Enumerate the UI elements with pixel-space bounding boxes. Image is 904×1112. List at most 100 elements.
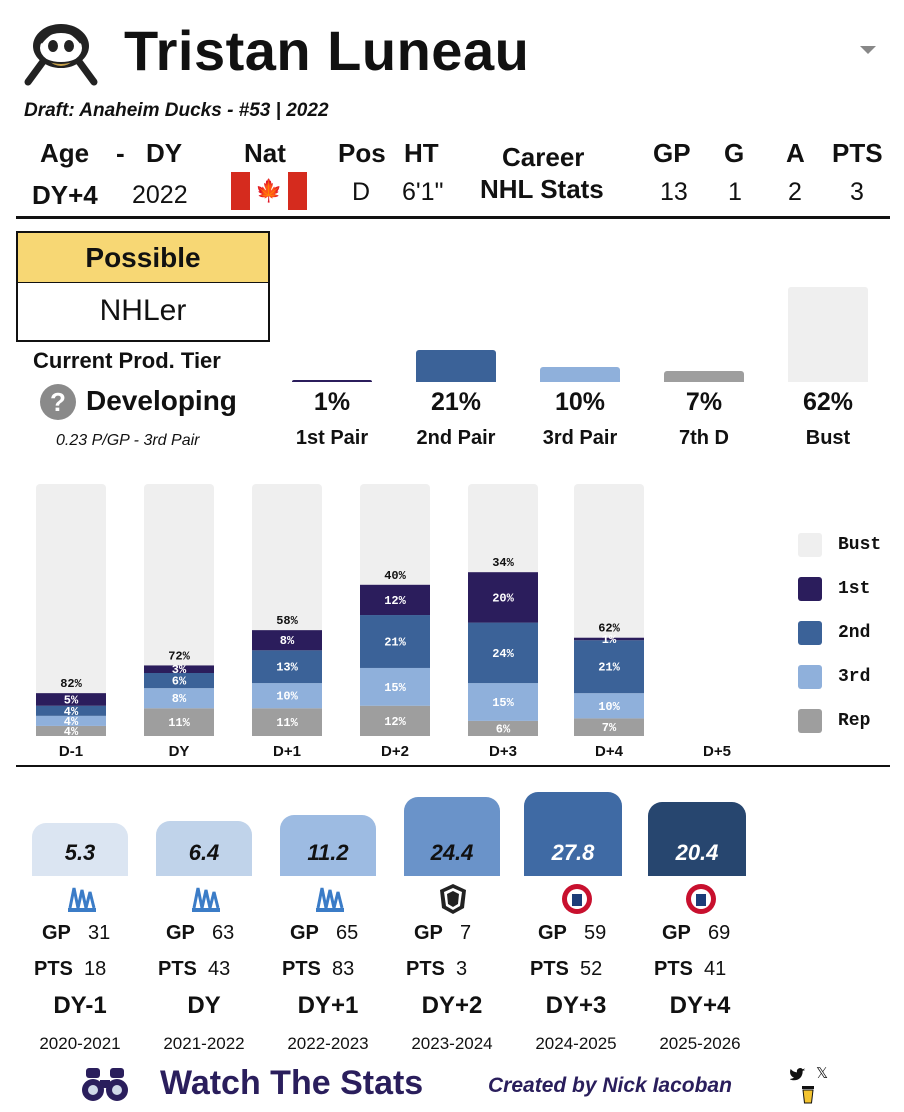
season-bar: 6.4 [156, 821, 252, 876]
season-dy: DY+4 [669, 992, 731, 1019]
g-label: G [724, 138, 745, 168]
pos-value: D [352, 178, 371, 206]
season-bar: 24.4 [404, 796, 500, 876]
tier-bar-4 [788, 287, 868, 382]
bar-segment-2nd [468, 622, 538, 684]
nat-label: Nat [244, 138, 286, 168]
gp-label: GP [290, 922, 319, 944]
binoculars-icon [82, 1068, 128, 1101]
divider [16, 216, 890, 219]
bar-segment-1st [36, 693, 106, 706]
pts-label: PTS [158, 958, 197, 980]
divider [16, 765, 890, 767]
dy-label: DY [146, 138, 183, 168]
pts-label: PTS [282, 958, 321, 980]
bar-label: 10% [276, 690, 298, 704]
x-tick-label: D+1 [273, 743, 301, 760]
bar-segment-2nd [574, 640, 644, 694]
bar-segment-rep [574, 718, 644, 736]
season-year: 2024-2025 [535, 1034, 617, 1053]
nhl-logo-icon [436, 882, 470, 916]
bar-label: 11% [168, 716, 190, 730]
ht-value: 6'1" [402, 178, 444, 206]
bar-label: 11% [276, 716, 298, 730]
legend-swatch [798, 665, 822, 689]
bar-segment-3rd [468, 683, 538, 721]
bar-label: 6% [496, 722, 511, 736]
legend-swatch [798, 577, 822, 601]
age-value: DY+4 [32, 180, 98, 210]
legend-label: Bust [838, 535, 882, 555]
bar-segment-1st [252, 630, 322, 651]
season-year: 2022-2023 [287, 1034, 369, 1053]
pts-label: PTS [832, 138, 883, 168]
bar-segment-1st [574, 637, 644, 641]
bar-segment-1st [468, 572, 538, 623]
qmjhl-logo-icon [188, 882, 222, 916]
legend-swatch [798, 709, 822, 733]
tier-bar-3 [664, 371, 744, 382]
gp-value: 65 [336, 922, 359, 944]
chevron-down-icon[interactable] [860, 46, 876, 54]
gp-value: 59 [584, 922, 607, 944]
tier-bar-1 [416, 349, 496, 382]
x-tick-label: D+5 [703, 743, 731, 760]
gp-label: GP [42, 922, 71, 944]
help-icon[interactable]: ? [40, 384, 76, 420]
pts-label: PTS [406, 958, 445, 980]
season-bar: 11.2 [280, 814, 376, 876]
tier-label: 1st Pair [295, 427, 369, 449]
legend-label: 3rd [838, 667, 871, 687]
season-year: 2020-2021 [39, 1034, 121, 1053]
bar-label: 13% [276, 661, 298, 675]
legend-label: Rep [838, 711, 871, 731]
legend-swatch [798, 621, 822, 645]
season-dy: DY [187, 992, 221, 1019]
bust-label: 58% [276, 614, 298, 628]
pts-label: PTS [530, 958, 569, 980]
tier-pct: 21% [430, 388, 482, 416]
g-value: 1 [728, 178, 742, 206]
gp-value: 31 [88, 922, 111, 944]
twitter-icon[interactable] [790, 1068, 806, 1082]
bar-segment-2nd [360, 615, 430, 668]
x-icon[interactable]: 𝕏 [816, 1065, 829, 1082]
bar-segment-3rd [36, 715, 106, 726]
bar-label: 21% [384, 636, 406, 650]
tier-label: 2nd Pair [416, 427, 496, 449]
nhl-stats-label: NHL Stats [480, 174, 604, 204]
bust-label: 72% [168, 649, 190, 663]
tier-bar-0 [292, 380, 372, 382]
tier-pct: 7% [685, 388, 723, 416]
tier-label: Current Prod. Tier [33, 348, 221, 373]
bar-label: 4% [64, 725, 79, 739]
season-dy: DY-1 [53, 992, 107, 1019]
projection-bottom: NHLer [99, 294, 187, 327]
season-bar: 20.4 [648, 802, 746, 876]
gp-value: 63 [212, 922, 235, 944]
bar-label: 8% [172, 692, 187, 706]
season-value: 5.3 [64, 839, 96, 865]
pos-label: Pos [338, 138, 386, 168]
created-by: Created by Nick Iacoban [488, 1074, 732, 1097]
ahl-logo-icon [560, 882, 594, 916]
season-bar: 27.8 [524, 792, 622, 876]
legend-label: 1st [838, 579, 871, 599]
bar-label: 1% [602, 633, 617, 647]
pts-label: PTS [654, 958, 693, 980]
x-tick-label: D-1 [59, 743, 83, 760]
x-tick-label: DY [169, 743, 190, 760]
bar-label: 12% [384, 594, 406, 608]
season-dy: DY+2 [421, 992, 483, 1019]
tier-pct: 1% [313, 388, 351, 416]
coffee-icon[interactable] [800, 1084, 816, 1104]
bar-label: 4% [64, 705, 79, 719]
bar-segment-rep [36, 725, 106, 736]
legend-swatch [798, 533, 822, 557]
tier-label: 7th D [679, 427, 729, 449]
gp-label: GP [538, 922, 567, 944]
pts-value: 43 [208, 958, 231, 980]
tier-label: 3rd Pair [542, 427, 618, 449]
tier-pct: 10% [554, 388, 606, 416]
season-value: 6.4 [188, 839, 220, 865]
